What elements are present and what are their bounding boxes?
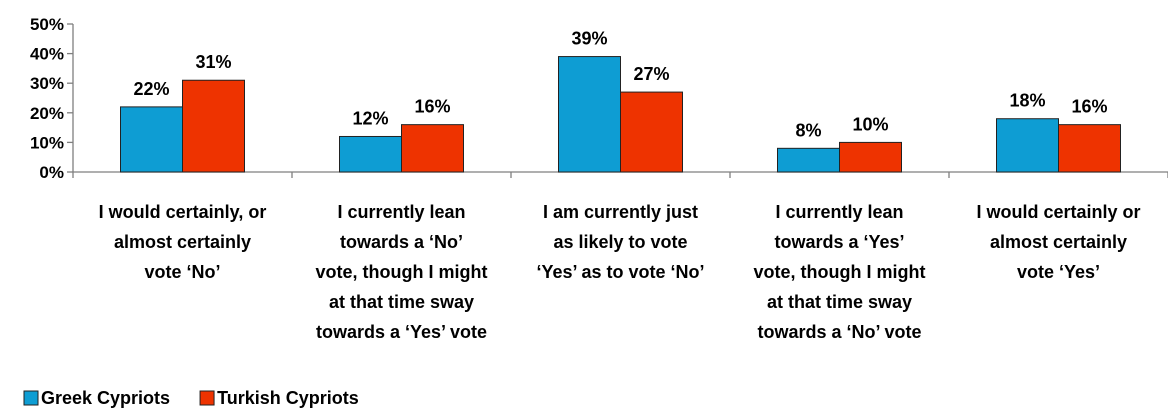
data-label: 22% bbox=[133, 79, 169, 99]
bar-greek-cypriots bbox=[339, 135, 402, 173]
data-label: 12% bbox=[352, 108, 388, 128]
y-axis: 0% 10% 20% 30% 40% 50% bbox=[30, 15, 74, 182]
data-label: 39% bbox=[571, 29, 607, 49]
category-labels: I would certainly, or almost certainly vot… bbox=[99, 202, 1141, 342]
data-label: 8% bbox=[795, 120, 821, 140]
legend-label: Turkish Cypriots bbox=[217, 388, 359, 408]
data-label: 31% bbox=[195, 52, 231, 72]
bar-greek-cypriots bbox=[777, 147, 840, 173]
y-tick-label: 0% bbox=[39, 163, 64, 182]
category-label: I currently lean towards a ‘No’ vote, thou… bbox=[316, 202, 488, 342]
x-axis bbox=[72, 171, 1168, 178]
bar-turkish-cypriots bbox=[839, 141, 902, 173]
category-label: I currently lean towards a ‘Yes’ vote, tho… bbox=[754, 202, 926, 342]
legend-label: Greek Cypriots bbox=[41, 388, 170, 408]
bars bbox=[120, 56, 1121, 173]
y-tick-label: 30% bbox=[30, 74, 64, 93]
legend: Greek Cypriots Turkish Cypriots bbox=[23, 388, 359, 408]
category-label: I am currently just as likely to vote ‘Yes… bbox=[536, 202, 704, 282]
bar-turkish-cypriots bbox=[1058, 124, 1121, 173]
bar-greek-cypriots bbox=[558, 56, 621, 173]
data-label: 10% bbox=[852, 114, 888, 134]
bar-turkish-cypriots bbox=[401, 124, 464, 173]
category-label: I would certainly or almost certainly vote… bbox=[976, 202, 1140, 282]
y-tick-label: 40% bbox=[30, 45, 64, 64]
y-tick-label: 50% bbox=[30, 15, 64, 34]
bar-turkish-cypriots bbox=[620, 91, 683, 173]
y-tick-label: 20% bbox=[30, 104, 64, 123]
data-label: 18% bbox=[1009, 91, 1045, 111]
legend-swatch bbox=[199, 390, 215, 406]
data-labels: 22% 12% 39% 8% 18% 31% 16% 27% 10% 16% bbox=[133, 29, 1107, 141]
y-tick-label: 10% bbox=[30, 133, 64, 152]
data-label: 16% bbox=[1071, 97, 1107, 117]
category-label: I would certainly, or almost certainly vot… bbox=[99, 202, 267, 282]
bar-greek-cypriots bbox=[996, 118, 1059, 173]
legend-swatch bbox=[23, 390, 39, 406]
data-label: 16% bbox=[414, 97, 450, 117]
bar-greek-cypriots bbox=[120, 106, 183, 173]
data-label: 27% bbox=[633, 64, 669, 84]
bar-turkish-cypriots bbox=[182, 79, 245, 173]
